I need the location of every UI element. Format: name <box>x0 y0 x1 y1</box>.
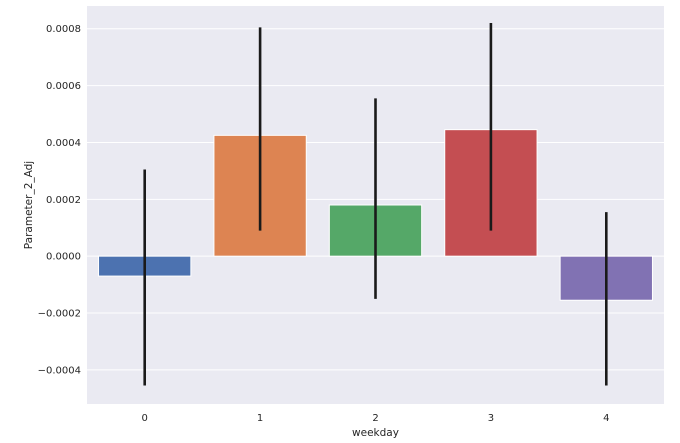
x-axis-label: weekday <box>352 427 399 439</box>
x-tick-label: 4 <box>603 413 609 424</box>
x-tick-label: 0 <box>142 413 148 424</box>
y-tick-label: 0.0004 <box>46 138 81 149</box>
x-tick-label: 2 <box>372 413 378 424</box>
x-tick-labels: 0 1 2 3 4 <box>142 413 610 424</box>
y-axis-label: Parameter_2_Adj <box>23 161 35 249</box>
y-tick-label: 0.0000 <box>46 252 81 263</box>
y-tick-label: 0.0006 <box>46 81 81 92</box>
error-bars <box>143 23 608 386</box>
x-tick-label: 1 <box>257 413 263 424</box>
y-tick-label: −0.0002 <box>38 309 81 320</box>
y-tick-labels: −0.0004 −0.0002 0.0000 0.0002 0.0004 0.0006 0.… <box>38 24 81 376</box>
y-tick-label: 0.0008 <box>46 24 81 35</box>
x-tick-label: 3 <box>488 413 494 424</box>
y-tick-label: 0.0002 <box>46 195 81 206</box>
y-tick-label: −0.0004 <box>38 365 81 376</box>
